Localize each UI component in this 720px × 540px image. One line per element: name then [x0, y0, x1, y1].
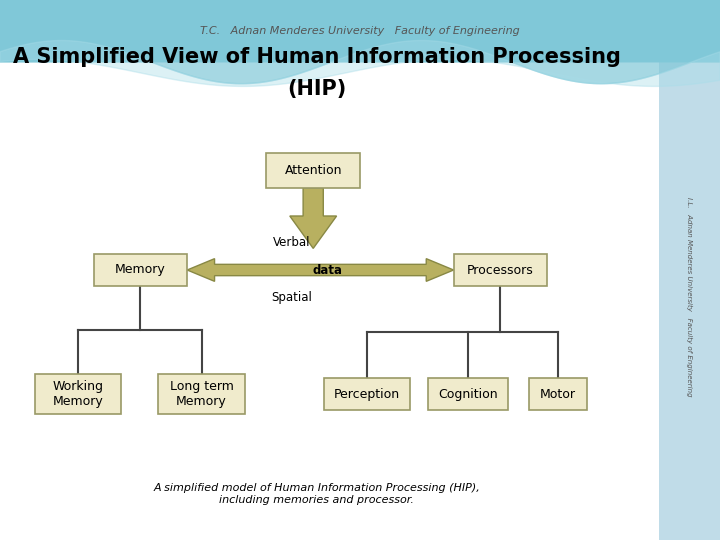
- FancyBboxPatch shape: [266, 152, 360, 187]
- Text: A Simplified View of Human Information Processing: A Simplified View of Human Information P…: [13, 46, 621, 67]
- Text: Motor: Motor: [540, 388, 576, 401]
- Bar: [659, 62, 720, 540]
- Text: Perception: Perception: [334, 388, 400, 401]
- Text: Working
Memory: Working Memory: [53, 380, 103, 408]
- Polygon shape: [187, 259, 454, 281]
- FancyBboxPatch shape: [35, 374, 121, 415]
- FancyBboxPatch shape: [529, 378, 587, 410]
- FancyBboxPatch shape: [324, 378, 410, 410]
- Text: (HIP): (HIP): [287, 79, 346, 99]
- FancyBboxPatch shape: [94, 254, 187, 286]
- Bar: [0, 0, 720, 62]
- Text: Processors: Processors: [467, 264, 534, 276]
- Text: Verbal: Verbal: [273, 237, 310, 249]
- FancyBboxPatch shape: [158, 374, 245, 415]
- FancyBboxPatch shape: [454, 254, 547, 286]
- Text: Memory: Memory: [115, 264, 166, 276]
- Text: Cognition: Cognition: [438, 388, 498, 401]
- Text: Long term
Memory: Long term Memory: [170, 380, 233, 408]
- Polygon shape: [289, 187, 337, 248]
- Text: Spatial: Spatial: [271, 291, 312, 303]
- Text: I.L.   Adnan Menderes University   Faculty of Engineering: I.L. Adnan Menderes University Faculty o…: [686, 197, 693, 397]
- Text: A simplified model of Human Information Processing (HIP),
including memories and: A simplified model of Human Information …: [153, 483, 480, 505]
- Text: data: data: [312, 264, 343, 276]
- Text: T.C.   Adnan Menderes University   Faculty of Engineering: T.C. Adnan Menderes University Faculty o…: [200, 26, 520, 36]
- FancyBboxPatch shape: [428, 378, 508, 410]
- Text: Attention: Attention: [284, 164, 342, 177]
